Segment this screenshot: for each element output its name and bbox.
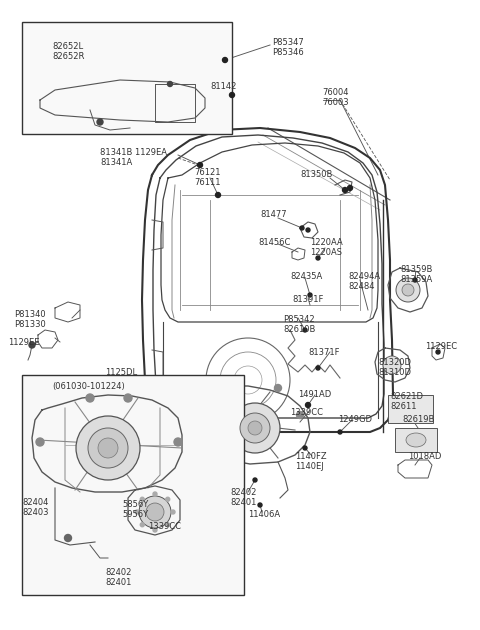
Circle shape (86, 394, 94, 402)
Text: 1339CC: 1339CC (290, 408, 323, 417)
Circle shape (436, 350, 440, 354)
Circle shape (166, 497, 170, 501)
Bar (395, 428, 437, 452)
Circle shape (305, 403, 311, 408)
Text: 76121
76111: 76121 76111 (194, 168, 220, 187)
Circle shape (196, 411, 204, 418)
Text: 81142: 81142 (210, 82, 236, 91)
Circle shape (97, 119, 103, 125)
Circle shape (308, 293, 312, 297)
Text: P85347
P85346: P85347 P85346 (272, 38, 304, 57)
Circle shape (139, 496, 171, 528)
Text: 76004
76003: 76004 76003 (322, 88, 348, 107)
Text: P81340
P81330: P81340 P81330 (14, 310, 46, 329)
Text: 82494A
82484: 82494A 82484 (348, 272, 380, 292)
Circle shape (140, 497, 144, 501)
Circle shape (348, 185, 352, 190)
Text: 81320D
81310D: 81320D 81310D (378, 358, 411, 377)
Circle shape (135, 510, 139, 514)
Circle shape (306, 228, 310, 232)
Text: 5856Y
5956Y: 5856Y 5956Y (122, 500, 148, 519)
Circle shape (98, 438, 118, 458)
Bar (388, 395, 433, 423)
Text: 81391F: 81391F (292, 295, 324, 304)
Bar (22, 22, 232, 134)
Circle shape (248, 421, 262, 435)
Circle shape (174, 438, 182, 446)
Text: (061030-101224): (061030-101224) (52, 382, 125, 391)
Text: 1140FZ
1140EJ: 1140FZ 1140EJ (295, 452, 326, 471)
Circle shape (253, 478, 257, 482)
Text: 1125DL: 1125DL (105, 368, 137, 377)
Circle shape (197, 163, 203, 168)
Circle shape (76, 416, 140, 480)
Circle shape (88, 428, 128, 468)
Text: 82404
82403: 82404 82403 (22, 498, 48, 517)
Circle shape (229, 93, 235, 98)
Text: 81477: 81477 (260, 210, 287, 219)
Bar (22, 375, 244, 595)
Text: 81359B
81359A: 81359B 81359A (400, 265, 432, 284)
Text: 1491AD: 1491AD (298, 390, 331, 399)
Text: 82619B: 82619B (402, 415, 434, 424)
Circle shape (230, 403, 280, 453)
Circle shape (36, 438, 44, 446)
Text: 11406A: 11406A (248, 510, 280, 519)
Circle shape (149, 511, 155, 517)
Text: 82435A: 82435A (290, 272, 322, 281)
Circle shape (223, 57, 228, 62)
Circle shape (297, 411, 303, 418)
Text: 81371F: 81371F (308, 348, 339, 357)
Text: 82402
82401: 82402 82401 (105, 568, 132, 587)
Circle shape (316, 366, 320, 370)
Circle shape (168, 81, 172, 86)
Ellipse shape (406, 433, 426, 447)
Text: 1018AD: 1018AD (408, 452, 442, 461)
Circle shape (166, 523, 170, 527)
Circle shape (171, 510, 175, 514)
Circle shape (343, 188, 348, 193)
Circle shape (216, 193, 220, 197)
Text: 81341B 1129EA
81341A: 81341B 1129EA 81341A (100, 148, 167, 168)
Text: 1129EE: 1129EE (8, 338, 39, 347)
Circle shape (383, 356, 401, 374)
Text: 1249GD: 1249GD (338, 415, 372, 424)
Circle shape (29, 342, 35, 348)
Text: 1129EC: 1129EC (425, 342, 457, 351)
Text: P85342
82610B: P85342 82610B (283, 315, 315, 335)
Circle shape (413, 278, 417, 282)
Text: 81350B: 81350B (300, 170, 332, 179)
Text: 82402
82401: 82402 82401 (230, 488, 256, 507)
Circle shape (124, 394, 132, 402)
Text: 1339CC: 1339CC (148, 522, 181, 531)
Circle shape (153, 528, 157, 532)
Circle shape (300, 226, 304, 230)
Circle shape (316, 256, 320, 260)
Text: 82652L
82652R: 82652L 82652R (52, 42, 84, 61)
Circle shape (402, 284, 414, 296)
Circle shape (140, 523, 144, 527)
Circle shape (396, 278, 420, 302)
Circle shape (303, 328, 307, 332)
Text: 82621D
82611: 82621D 82611 (390, 392, 423, 411)
Circle shape (275, 384, 281, 391)
Circle shape (227, 384, 233, 391)
Circle shape (64, 534, 72, 542)
Circle shape (258, 503, 262, 507)
Circle shape (303, 446, 307, 450)
Circle shape (240, 413, 270, 443)
Circle shape (153, 492, 157, 496)
Circle shape (338, 430, 342, 434)
Text: 1220AA
1220AS: 1220AA 1220AS (310, 238, 343, 258)
Text: 81456C: 81456C (258, 238, 290, 247)
Circle shape (146, 503, 164, 521)
